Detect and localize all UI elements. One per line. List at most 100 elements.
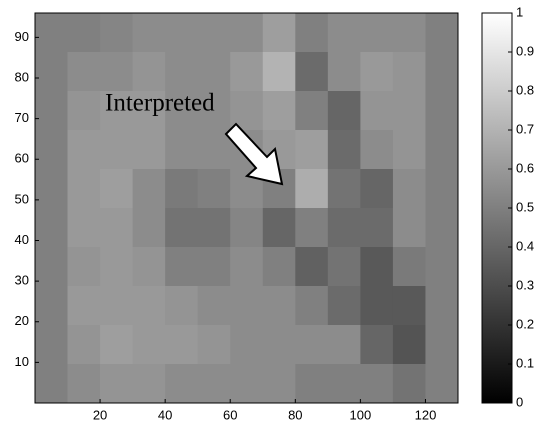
- cell: [295, 52, 329, 92]
- cell: [425, 130, 459, 170]
- cell: [295, 247, 329, 287]
- cell: [67, 286, 101, 326]
- y-tick-label: 20: [15, 313, 29, 328]
- cell: [392, 169, 426, 209]
- y-tick-label: 40: [15, 232, 29, 247]
- cell: [132, 286, 166, 326]
- cell: [425, 169, 459, 209]
- cell: [425, 286, 459, 326]
- colorbar-tick-label: 0.9: [516, 43, 534, 58]
- cell: [295, 286, 329, 326]
- cell: [100, 364, 134, 404]
- cell: [327, 364, 361, 404]
- cell: [35, 364, 69, 404]
- cell: [360, 208, 394, 248]
- cell: [197, 130, 231, 170]
- colorbar-tick-label: 0.7: [516, 121, 534, 136]
- y-tick-label: 80: [15, 69, 29, 84]
- cell: [67, 247, 101, 287]
- cell: [67, 91, 101, 131]
- cell: [230, 286, 264, 326]
- cell: [35, 208, 69, 248]
- y-tick-label: 70: [15, 110, 29, 125]
- cell: [262, 52, 296, 92]
- colorbar-tick-label: 0.2: [516, 316, 534, 331]
- cell: [35, 130, 69, 170]
- y-tick-label: 90: [15, 29, 29, 44]
- y-tick-label: 10: [15, 354, 29, 369]
- cell: [392, 247, 426, 287]
- cell: [132, 91, 166, 131]
- cell: [67, 364, 101, 404]
- cell: [360, 364, 394, 404]
- cell: [262, 91, 296, 131]
- cell: [132, 247, 166, 287]
- cell: [35, 13, 69, 53]
- cell: [360, 13, 394, 53]
- cell: [35, 325, 69, 365]
- cell: [425, 91, 459, 131]
- cell: [360, 91, 394, 131]
- colorbar-tick-label: 0.5: [516, 199, 534, 214]
- cell: [165, 52, 199, 92]
- cell: [165, 169, 199, 209]
- cell: [392, 325, 426, 365]
- y-tick-label: 50: [15, 191, 29, 206]
- cell: [100, 130, 134, 170]
- cell: [132, 52, 166, 92]
- cell: [295, 13, 329, 53]
- plot-frame: [34, 12, 459, 404]
- x-tick-label: 20: [93, 407, 107, 422]
- colorbar-tick-label: 0: [516, 394, 523, 409]
- cell: [425, 52, 459, 92]
- cell: [197, 13, 231, 53]
- cell: [230, 247, 264, 287]
- cell: [360, 52, 394, 92]
- cell: [327, 286, 361, 326]
- colorbar-tick-label: 0.4: [516, 238, 534, 253]
- cell: [392, 208, 426, 248]
- cell: [67, 13, 101, 53]
- cell: [295, 169, 329, 209]
- cell: [165, 286, 199, 326]
- y-tick-label: 30: [15, 273, 29, 288]
- colorbar-tick-label: 0.8: [516, 82, 534, 97]
- cell: [230, 325, 264, 365]
- cell: [165, 247, 199, 287]
- cell: [132, 169, 166, 209]
- cell: [262, 13, 296, 53]
- cell: [35, 286, 69, 326]
- cell: [100, 13, 134, 53]
- cell: [165, 91, 199, 131]
- cell: [392, 13, 426, 53]
- cell: [35, 91, 69, 131]
- cell: [132, 325, 166, 365]
- heatmap: [35, 13, 459, 404]
- cell: [360, 325, 394, 365]
- cell: [132, 208, 166, 248]
- cell: [262, 286, 296, 326]
- cell: [392, 286, 426, 326]
- cell: [262, 364, 296, 404]
- cell: [295, 91, 329, 131]
- cell: [197, 364, 231, 404]
- x-tick-label: 40: [158, 407, 172, 422]
- cell: [295, 325, 329, 365]
- cell: [67, 169, 101, 209]
- cell: [392, 130, 426, 170]
- cell: [360, 247, 394, 287]
- cell: [100, 208, 134, 248]
- x-tick-label: 60: [223, 407, 237, 422]
- cell: [132, 13, 166, 53]
- annotation: Interpreted: [105, 90, 215, 117]
- cell: [360, 169, 394, 209]
- cell: [327, 247, 361, 287]
- cell: [230, 13, 264, 53]
- cell: [262, 325, 296, 365]
- cell: [425, 364, 459, 404]
- cell: [132, 130, 166, 170]
- cell: [67, 52, 101, 92]
- cell: [360, 286, 394, 326]
- cell: [100, 52, 134, 92]
- cell: [165, 364, 199, 404]
